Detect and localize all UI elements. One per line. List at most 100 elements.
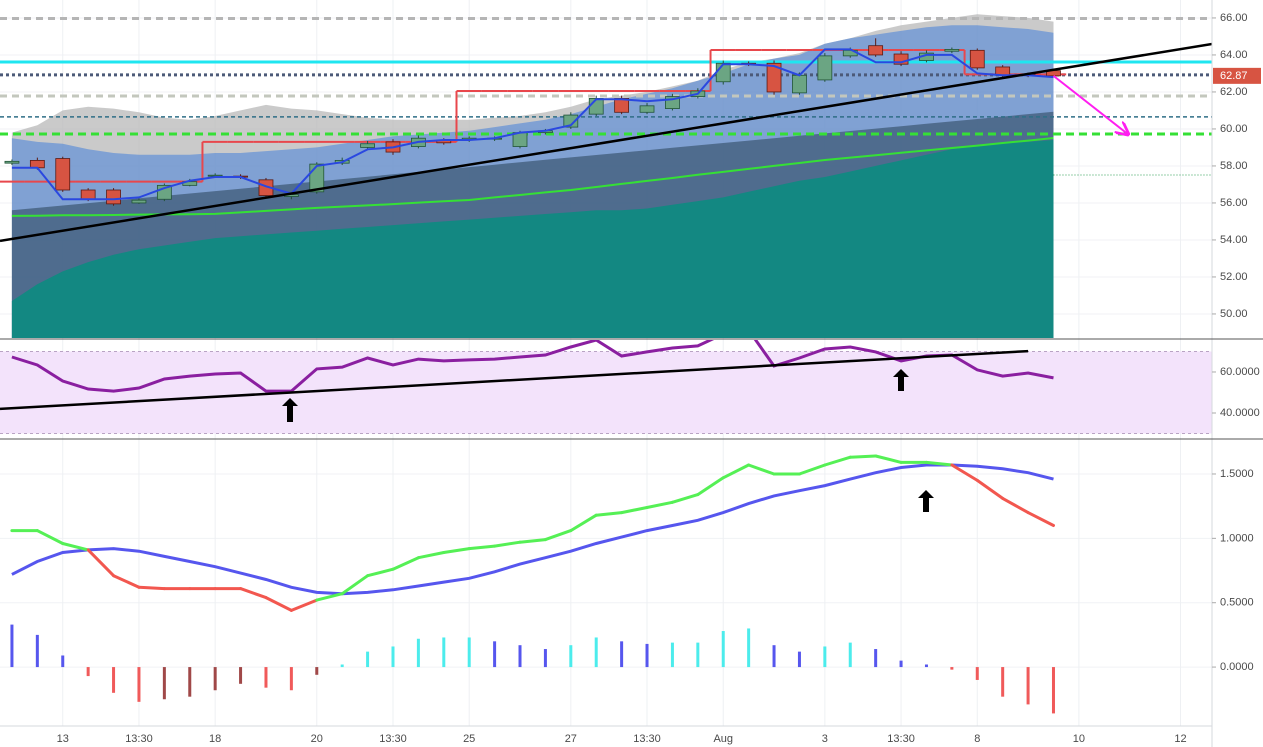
macd-segment xyxy=(925,460,954,467)
candle-body xyxy=(106,189,121,205)
histogram-bar xyxy=(315,667,319,675)
candle-body xyxy=(80,189,96,200)
histogram-bar xyxy=(899,660,903,668)
histogram-bar xyxy=(772,645,776,668)
candle-body xyxy=(29,159,45,169)
histogram-bar xyxy=(696,642,700,668)
macd-segment xyxy=(442,547,471,554)
candle-body xyxy=(715,62,731,83)
x-tick-label: 25 xyxy=(463,733,475,745)
up-arrow xyxy=(918,490,934,512)
x-tick-label: 20 xyxy=(311,733,323,745)
macd-segment xyxy=(620,506,649,515)
candle-body xyxy=(563,114,579,128)
trend-line xyxy=(0,42,1212,243)
y-tick-label: 40.0000 xyxy=(1220,407,1260,419)
macd-segment xyxy=(340,574,370,596)
candle-body xyxy=(766,62,782,93)
histogram-bar xyxy=(239,667,243,684)
macd-segment xyxy=(493,540,522,548)
candle-body xyxy=(944,48,960,52)
candle-body xyxy=(792,74,807,94)
histogram-bar xyxy=(620,641,624,668)
y-tick-label: 64.00 xyxy=(1220,49,1248,61)
x-tick-label: 13:30 xyxy=(887,733,915,745)
histogram-bar xyxy=(416,638,420,668)
candle-body xyxy=(817,55,833,81)
histogram-bar xyxy=(493,641,497,668)
x-tick-label: 12 xyxy=(1174,733,1186,745)
histogram-bar xyxy=(391,646,395,668)
histogram-bar xyxy=(645,643,649,668)
macd-segment xyxy=(289,598,319,612)
macd-segment xyxy=(823,455,852,467)
histogram-bar xyxy=(264,667,268,688)
macd-segment xyxy=(569,513,598,533)
histogram-bar xyxy=(467,637,471,668)
x-tick-label: 13 xyxy=(57,733,69,745)
rsi-pane xyxy=(0,340,1212,434)
macd-segment xyxy=(645,500,674,509)
y-tick-label: 66.00 xyxy=(1220,12,1248,24)
candle-body xyxy=(55,158,71,191)
histogram-bar xyxy=(823,646,827,668)
histogram-bar xyxy=(543,649,547,668)
macd-segment xyxy=(239,587,268,600)
macd-segment xyxy=(35,529,65,545)
macd-segment xyxy=(264,596,293,612)
histogram-bar xyxy=(10,624,14,668)
histogram-bar xyxy=(975,667,979,680)
annotation-arrows xyxy=(282,369,934,512)
y-tick-label: 50.00 xyxy=(1220,308,1248,320)
histogram-bar xyxy=(747,628,751,668)
candle-body xyxy=(969,49,985,69)
histogram-bar xyxy=(213,667,217,691)
macd-segment xyxy=(1026,511,1055,527)
histogram-bar xyxy=(289,667,293,691)
macd-segment xyxy=(670,493,700,504)
x-tick-label: 27 xyxy=(565,733,577,745)
histogram-bar xyxy=(950,667,954,670)
macd-segment xyxy=(366,567,395,578)
projection-arrow xyxy=(1052,75,1128,134)
macd-segment xyxy=(543,529,573,542)
x-tick-label: 18 xyxy=(209,733,221,745)
y-tick-label: 0.0000 xyxy=(1220,661,1254,673)
up-arrow xyxy=(893,369,909,391)
macd-segment xyxy=(721,463,751,480)
histogram-bar xyxy=(518,645,522,668)
y-tick-label: 58.00 xyxy=(1220,160,1248,172)
price-pane xyxy=(0,14,1212,338)
y-tick-label: 54.00 xyxy=(1220,234,1248,246)
x-tick-label: Aug xyxy=(713,733,733,745)
histogram-bar xyxy=(797,651,801,668)
macd-segment xyxy=(747,463,776,476)
macd-segment xyxy=(112,574,141,589)
macd-segment xyxy=(696,476,725,497)
y-tick-label: 1.5000 xyxy=(1220,468,1254,480)
rsi-line xyxy=(11,340,1054,393)
x-tick-label: 8 xyxy=(974,733,980,745)
candle-body xyxy=(868,45,884,56)
histogram-bar xyxy=(35,634,39,668)
macd-segment xyxy=(467,544,497,551)
last-price-box xyxy=(1213,67,1261,84)
histogram-bar xyxy=(137,667,141,702)
candle-body xyxy=(360,143,375,148)
x-tick-label: 13:30 xyxy=(125,733,153,745)
y-tick-label: 62.00 xyxy=(1220,86,1248,98)
candle-body xyxy=(893,53,909,65)
candle-body xyxy=(588,98,604,115)
price-line xyxy=(11,48,1054,201)
histogram-bar xyxy=(670,642,674,668)
macd-segment xyxy=(61,542,90,552)
histogram-bar xyxy=(1051,667,1055,714)
histogram-bar xyxy=(848,642,852,668)
histogram-bar xyxy=(924,664,928,668)
macd-segment xyxy=(137,585,166,591)
candle-body xyxy=(512,132,528,147)
macd-segment xyxy=(950,463,979,482)
histogram-bar xyxy=(61,655,65,668)
